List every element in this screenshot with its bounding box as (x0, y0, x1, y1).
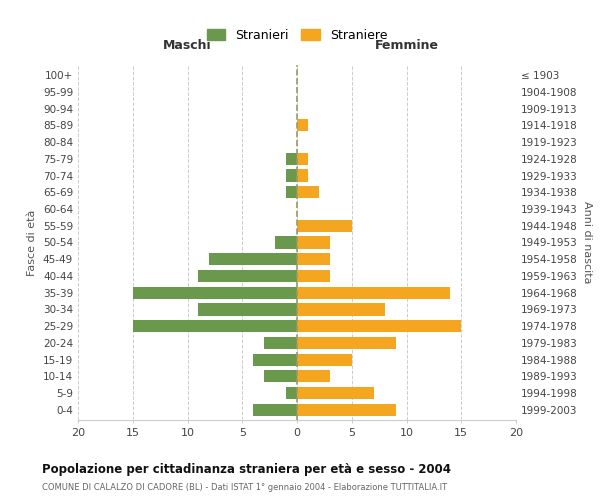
Bar (297, 354, 352, 366)
Bar (297, 404, 395, 416)
Bar (199, 270, 297, 282)
Bar (286, 186, 297, 198)
Bar (297, 152, 308, 165)
Bar (286, 170, 297, 181)
Bar (297, 170, 308, 181)
Bar (275, 236, 297, 248)
Bar (253, 354, 297, 366)
Y-axis label: Fasce di età: Fasce di età (28, 210, 37, 276)
Bar (297, 270, 330, 282)
Bar (264, 337, 297, 349)
Bar (297, 220, 352, 232)
Bar (297, 320, 461, 332)
Bar (209, 253, 297, 266)
Y-axis label: Anni di nascita: Anni di nascita (581, 201, 592, 284)
Bar (133, 320, 297, 332)
Text: COMUNE DI CALALZO DI CADORE (BL) - Dati ISTAT 1° gennaio 2004 - Elaborazione TUT: COMUNE DI CALALZO DI CADORE (BL) - Dati … (42, 484, 447, 492)
Bar (297, 236, 330, 248)
Legend: Stranieri, Straniere: Stranieri, Straniere (203, 25, 391, 46)
Bar (297, 120, 308, 132)
Bar (286, 152, 297, 165)
Text: Maschi: Maschi (163, 40, 212, 52)
Bar (297, 387, 374, 399)
Bar (297, 337, 395, 349)
Bar (199, 304, 297, 316)
Bar (297, 286, 450, 299)
Bar (297, 370, 330, 382)
Bar (297, 253, 330, 266)
Text: Femmine: Femmine (374, 40, 439, 52)
Bar (297, 304, 385, 316)
Text: Popolazione per cittadinanza straniera per età e sesso - 2004: Popolazione per cittadinanza straniera p… (42, 462, 451, 475)
Bar (297, 186, 319, 198)
Bar (286, 387, 297, 399)
Bar (133, 286, 297, 299)
Bar (253, 404, 297, 416)
Bar (264, 370, 297, 382)
